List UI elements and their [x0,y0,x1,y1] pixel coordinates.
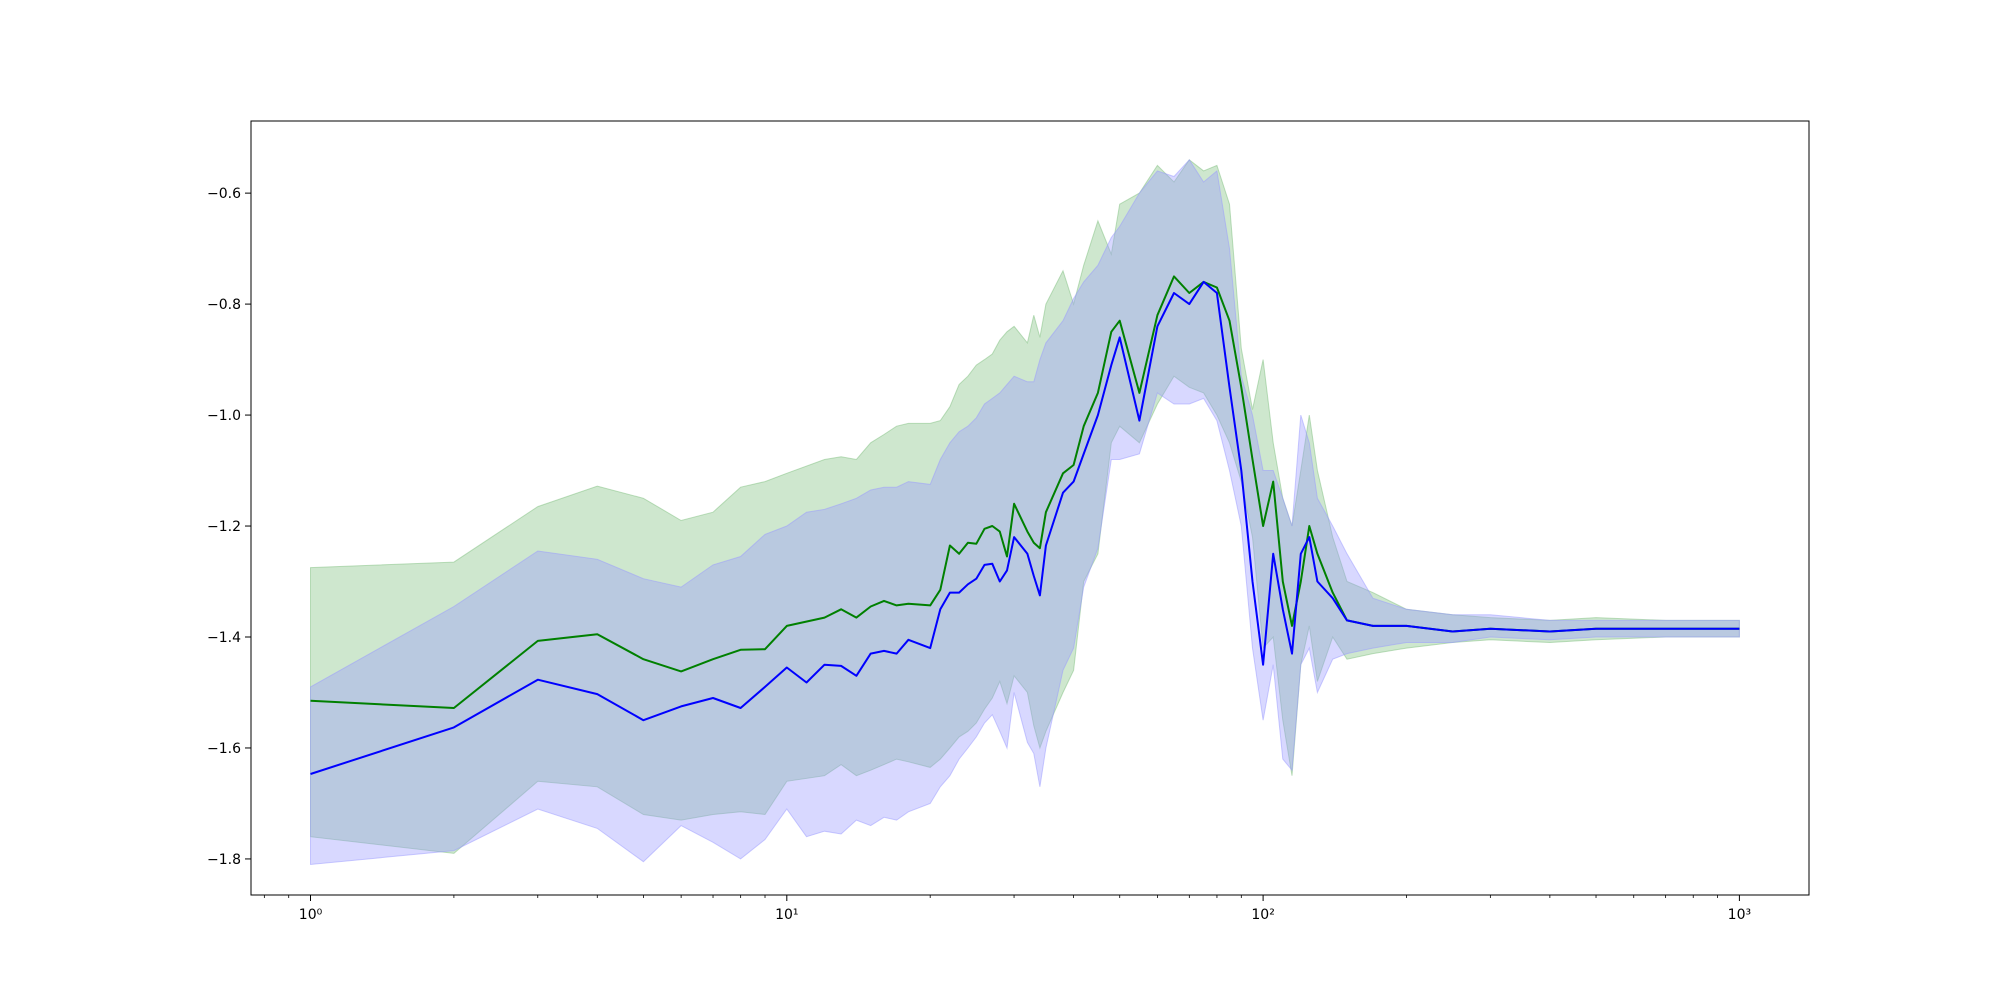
confidence-bands [310,158,1740,866]
y-tick-label: −1.0 [207,408,241,424]
band-series-2 [310,158,1740,866]
y-tick-label: −0.8 [207,297,241,313]
line-series-2 [310,280,1740,775]
line-series-1 [310,275,1740,709]
y-tick-label: −1.2 [207,519,241,535]
x-tick-label: 10⁰ [299,907,323,923]
x-tick-label: 10¹ [775,907,798,923]
plot-area-frame [250,120,1810,896]
y-tick-label: −1.6 [207,741,241,757]
x-tick-label: 10³ [1728,907,1751,923]
y-tick-label: −1.4 [207,630,241,646]
x-tick-label: 10² [1251,907,1274,923]
series-lines [310,275,1740,775]
y-tick-label: −0.6 [207,186,241,202]
y-tick-label: −1.8 [207,852,241,868]
y-axis: −0.6 −0.8 −1.0 −1.2 −1.4 −1.6 −1.8 [207,186,251,868]
x-axis: 10⁰ 10¹ 10² 10³ [263,895,1751,923]
